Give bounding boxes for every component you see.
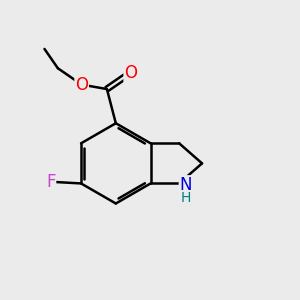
Text: N: N [179, 176, 192, 194]
Text: O: O [75, 76, 88, 94]
Text: F: F [46, 173, 56, 191]
Text: H: H [181, 191, 191, 205]
Text: O: O [124, 64, 137, 82]
